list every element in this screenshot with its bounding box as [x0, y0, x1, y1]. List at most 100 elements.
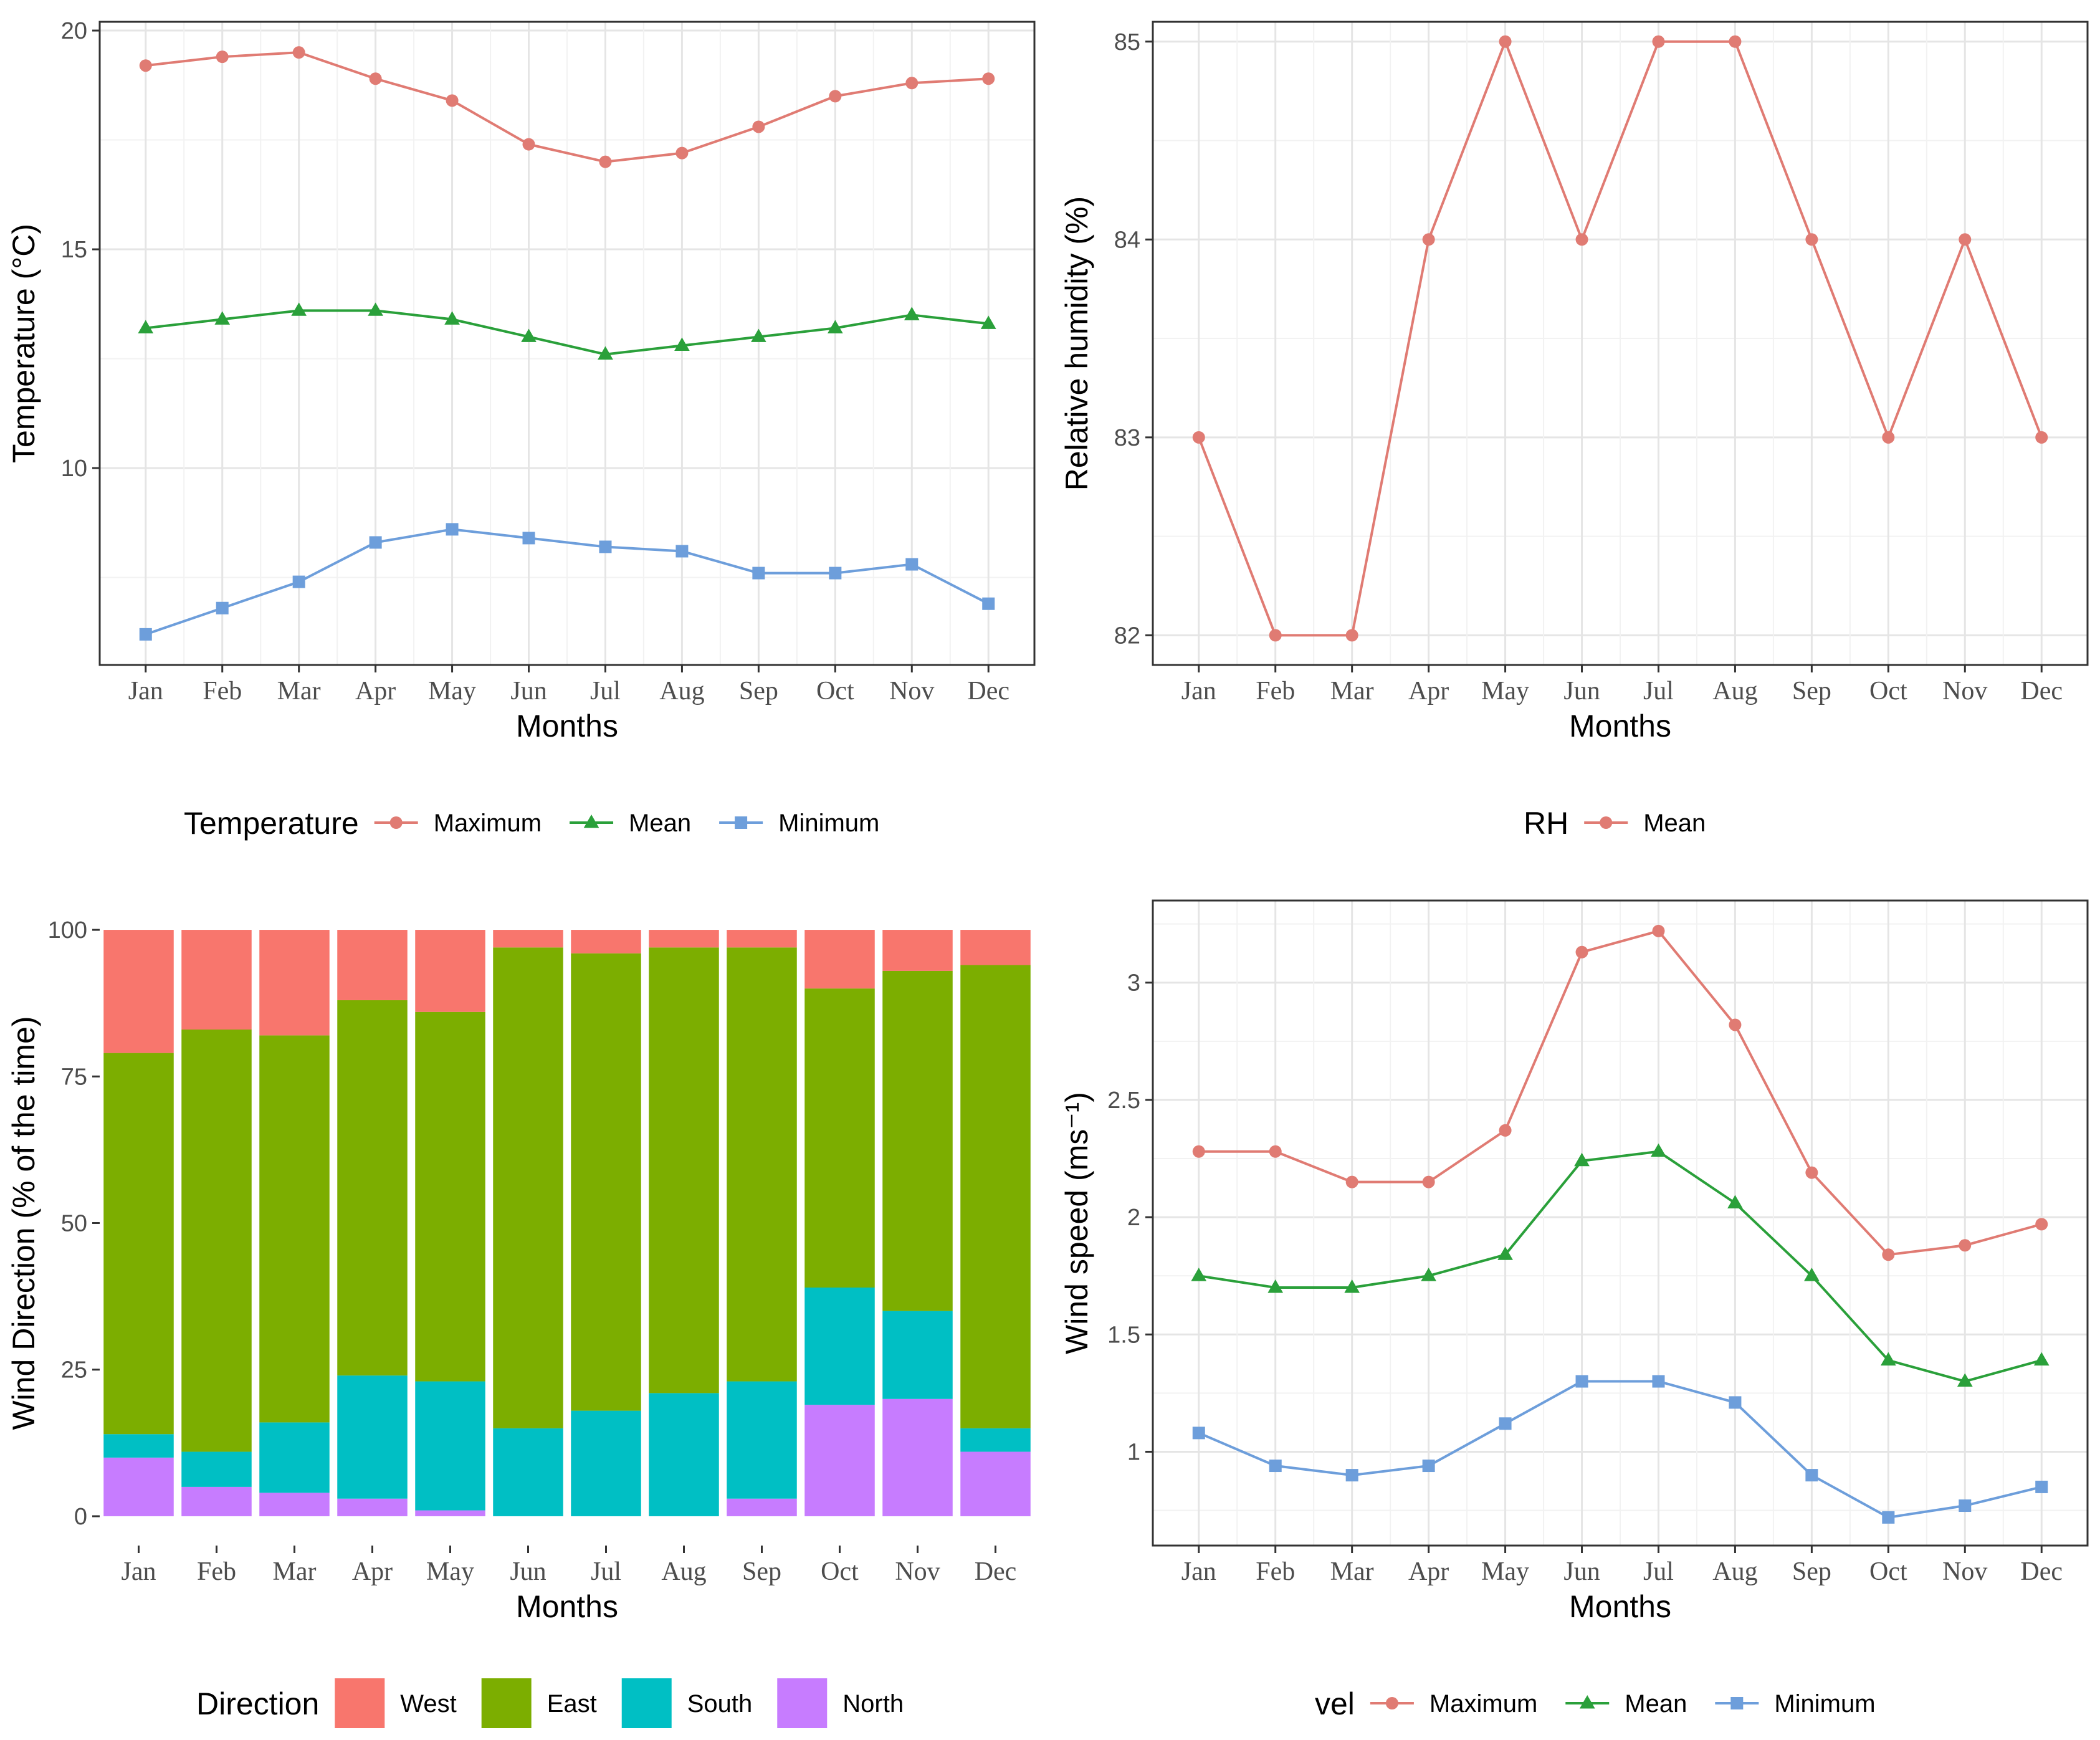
point-maximum-apr — [369, 72, 382, 85]
bar-east-jun — [493, 947, 563, 1428]
legend-key-marker-maximum — [1385, 1697, 1398, 1709]
point-mean-jan — [138, 320, 154, 333]
legend-title: Direction — [196, 1686, 319, 1721]
y-tick-label: 85 — [1114, 29, 1140, 55]
point-maximum-oct — [829, 90, 842, 103]
legend-label-north: North — [842, 1690, 904, 1718]
x-tick-label: Oct — [1869, 677, 1907, 705]
y-tick-label: 83 — [1114, 425, 1140, 451]
point-minimum-oct — [829, 566, 842, 580]
point-mean-sep — [751, 328, 766, 342]
x-tick-label: Jul — [1643, 677, 1674, 705]
point-maximum-mar — [292, 46, 305, 59]
bar-north-apr — [337, 1498, 408, 1516]
y-tick-label: 50 — [61, 1211, 87, 1237]
legend-key-west — [335, 1678, 385, 1728]
point-minimum-jan — [139, 628, 152, 641]
wind-speed-chart: 1 1.5 2 2.5 3 Jan Feb Mar Apr May Jun Jul Aug Sep Oct N… — [1059, 899, 2089, 1721]
point-mean-oct — [827, 320, 843, 333]
x-tick-label: Nov — [895, 1557, 940, 1586]
y-axis-title: Temperature (°C) — [6, 224, 41, 463]
x-axis-title: Months — [516, 1589, 618, 1624]
point-mean-aug — [674, 337, 690, 351]
bar-south-aug — [649, 1393, 719, 1516]
x-tick-label: Mar — [1330, 677, 1374, 705]
x-tick-label: Mar — [273, 1557, 317, 1586]
y-tick-label: 100 — [48, 917, 87, 944]
x-tick-label: Oct — [1869, 1557, 1907, 1586]
point-minimum-feb — [216, 601, 229, 614]
series-line-mean — [1198, 1150, 2042, 1383]
series-line-maximum — [1198, 929, 2042, 1256]
legend-label-mean: Mean — [629, 810, 691, 837]
point-minimum-sep — [1805, 1469, 1818, 1482]
bar-north-mar — [259, 1493, 330, 1516]
bar-east-aug — [649, 947, 719, 1393]
legend-key-marker-mean — [583, 815, 599, 828]
point-maximum-nov — [1959, 1239, 1972, 1252]
bar-east-may — [415, 1011, 485, 1382]
point-mean-jul — [1651, 1143, 1666, 1157]
bar-east-mar — [259, 1035, 330, 1423]
panel-border — [1152, 21, 2089, 666]
point-minimum-nov — [905, 558, 919, 571]
y-axis-title: Wind speed (ms⁻¹) — [1059, 1092, 1094, 1354]
point-mean-dec — [2033, 1352, 2050, 1366]
x-tick-label: May — [426, 1557, 474, 1586]
point-minimum-sep — [752, 566, 765, 580]
x-tick-label: Jun — [1563, 677, 1600, 705]
point-mean-dec — [2035, 431, 2048, 444]
point-minimum-jun — [1575, 1375, 1588, 1388]
x-tick-label: Feb — [1256, 1557, 1295, 1586]
legend-key-marker-minimum — [1730, 1697, 1744, 1709]
y-tick-label: 82 — [1114, 623, 1140, 649]
y-tick-label: 25 — [61, 1357, 87, 1384]
x-tick-label: May — [1481, 677, 1529, 705]
point-mean-aug — [1727, 1195, 1743, 1208]
bar-north-jan — [103, 1457, 174, 1516]
point-minimum-mar — [1345, 1469, 1358, 1482]
legend-key-marker-mean — [1579, 1695, 1595, 1709]
point-minimum-feb — [1269, 1460, 1282, 1473]
point-mean-apr — [1422, 233, 1435, 246]
x-tick-label: Feb — [203, 677, 242, 705]
x-axis-title: Months — [1569, 1589, 1671, 1624]
legend: Direction West East South North — [196, 1678, 904, 1728]
point-maximum-mar — [1345, 1175, 1358, 1188]
bar-east-jan — [103, 1053, 174, 1435]
bar-east-dec — [960, 965, 1031, 1428]
series-line-maximum — [145, 51, 989, 163]
y-tick-label: 15 — [61, 237, 87, 263]
x-tick-label: Jul — [1643, 1557, 1674, 1586]
point-minimum-jul — [1652, 1375, 1665, 1388]
point-minimum-apr — [369, 536, 382, 549]
x-tick-label: Jun — [1563, 1557, 1600, 1586]
point-mean-sep — [1805, 233, 1818, 246]
bar-west-feb — [181, 930, 252, 1030]
point-maximum-jan — [1192, 1145, 1205, 1158]
x-tick-label: Aug — [659, 677, 704, 705]
legend-label-south: South — [687, 1690, 753, 1718]
point-mean-mar — [1344, 1279, 1360, 1293]
legend-key-south — [621, 1678, 672, 1728]
series-line-mean — [145, 309, 989, 356]
point-maximum-aug — [1729, 1018, 1742, 1031]
legend-item-west: West — [335, 1678, 457, 1728]
point-minimum-dec — [2035, 1480, 2048, 1493]
point-mean-feb — [1267, 1279, 1284, 1293]
x-tick-label: Apr — [1408, 677, 1449, 705]
temperature-chart: 10 15 20 Jan Feb Mar Apr May Jun Jul Aug Sep Oct Nov D… — [6, 18, 1036, 841]
x-tick-label: Sep — [1792, 677, 1831, 705]
x-tick-label: Aug — [661, 1557, 706, 1586]
legend-item-mean: Mean — [1584, 810, 1706, 837]
x-tick-label: Dec — [2020, 1557, 2063, 1586]
legend-key-marker-mean — [1600, 816, 1613, 829]
y-tick-label: 75 — [61, 1064, 87, 1090]
x-tick-label: May — [428, 677, 476, 705]
x-axis-title: Months — [1569, 709, 1671, 743]
bar-south-apr — [337, 1375, 408, 1499]
x-tick-label: Aug — [1712, 1557, 1757, 1586]
bar-north-nov — [882, 1398, 953, 1516]
point-minimum-jan — [1192, 1427, 1205, 1440]
point-mean-oct — [1880, 1352, 1896, 1366]
